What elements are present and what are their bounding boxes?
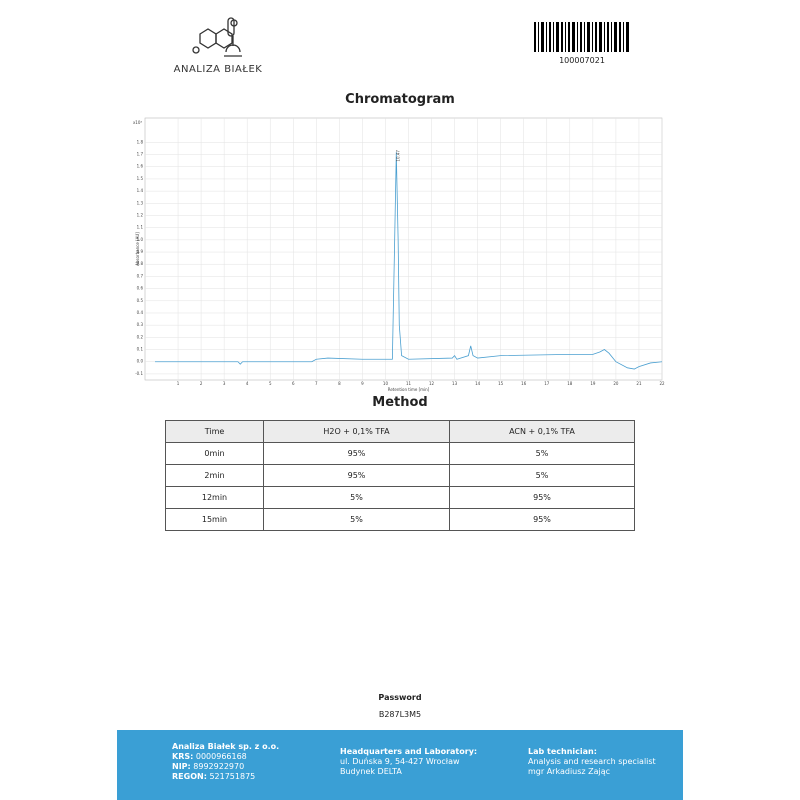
x-tick-label: 7 <box>315 381 318 386</box>
footer-technician: Lab technician: Analysis and research sp… <box>528 747 656 777</box>
y-tick-label: 1.6 <box>137 164 144 169</box>
x-tick-label: 22 <box>659 381 665 386</box>
plot-frame <box>144 117 663 381</box>
y-tick-label: 1.2 <box>137 212 144 217</box>
cell: 15min <box>165 508 264 531</box>
value: 521751875 <box>209 772 256 781</box>
x-tick-label: 13 <box>452 381 458 386</box>
table-row: 0min 95% 5% <box>165 442 635 465</box>
x-tick-label: 16 <box>521 381 527 386</box>
method-title: Method <box>372 395 428 410</box>
x-tick-label: 1 <box>177 381 180 386</box>
y-tick-label: 0.9 <box>137 249 144 254</box>
y-tick-label: 1.4 <box>137 188 144 193</box>
y-tick-label: 0.2 <box>137 334 144 339</box>
cell: 5% <box>263 486 450 509</box>
password-label: Password <box>378 693 422 702</box>
barcode-number: 100007021 <box>559 56 605 65</box>
x-tick-label: 6 <box>292 381 295 386</box>
x-tick-label: 18 <box>567 381 573 386</box>
y-tick-label: 0.6 <box>137 286 144 291</box>
cell: 0min <box>165 442 264 465</box>
cell: 2min <box>165 464 264 487</box>
x-tick-label: 3 <box>223 381 226 386</box>
title: Headquarters and Laboratory: <box>340 747 478 756</box>
x-tick-label: 10 <box>383 381 389 386</box>
logo-icon <box>192 17 242 57</box>
chart-title: Chromatogram <box>345 92 455 107</box>
y-tick-label: 0.1 <box>137 347 144 352</box>
line: mgr Arkadiusz Zając <box>528 767 611 776</box>
x-tick-label: 2 <box>200 381 203 386</box>
title: Lab technician: <box>528 747 597 756</box>
footer-company: Analiza Białek sp. z o.o. KRS: 000096616… <box>172 742 279 782</box>
y-axis-label: Absorbance [AU] <box>135 232 140 266</box>
chromatogram-trace <box>155 152 663 370</box>
password-value: B287L3M5 <box>378 710 422 719</box>
cell: 95% <box>449 486 635 509</box>
cell: 5% <box>449 442 635 465</box>
cell: 12min <box>165 486 264 509</box>
y-tick-label: 0.8 <box>137 261 144 266</box>
y-tick-label: 1.3 <box>137 200 144 205</box>
table-row: 2min 95% 5% <box>165 464 635 487</box>
x-tick-label: 20 <box>613 381 619 386</box>
x-tick-label: 4 <box>246 381 249 386</box>
cell: Time <box>165 420 264 443</box>
line: Analysis and research specialist <box>528 757 656 766</box>
x-tick-label: 15 <box>498 381 504 386</box>
y-tick-label: 0.5 <box>137 298 144 303</box>
footer-headquarters: Headquarters and Laboratory: ul. Duńska … <box>340 747 477 777</box>
y-tick-label: 1.8 <box>137 139 144 144</box>
y-scale-label: x10³ <box>133 120 142 125</box>
peak-label: 10.47 <box>395 150 400 162</box>
footer: Analiza Białek sp. z o.o. KRS: 000096616… <box>117 730 683 800</box>
x-tick-label: 8 <box>338 381 341 386</box>
line: ul. Duńska 9, 54-427 Wrocław <box>340 757 460 766</box>
cell: 95% <box>263 442 450 465</box>
x-tick-label: 14 <box>475 381 481 386</box>
cell: 5% <box>263 508 450 531</box>
y-tick-label: 1.5 <box>137 176 144 181</box>
company-logo-text: ANALIZA BIAŁEK <box>173 64 263 75</box>
x-tick-label: 11 <box>406 381 412 386</box>
y-tick-label: 0.0 <box>137 359 144 364</box>
cell: 5% <box>449 464 635 487</box>
label: KRS: <box>172 752 194 761</box>
x-tick-label: 21 <box>636 381 642 386</box>
line: Budynek DELTA <box>340 767 402 776</box>
y-tick-label: 1.7 <box>137 152 144 157</box>
y-tick-label: 0.7 <box>137 273 144 278</box>
y-tick-label: 1.0 <box>137 237 144 242</box>
company-name: Analiza Białek sp. z o.o. <box>172 742 280 751</box>
x-tick-label: 9 <box>361 381 364 386</box>
cell: 95% <box>449 508 635 531</box>
cell: 95% <box>263 464 450 487</box>
x-tick-label: 17 <box>544 381 550 386</box>
y-tick-label: 1.1 <box>137 225 144 230</box>
value: 0000966168 <box>195 752 247 761</box>
cell: H2O + 0,1% TFA <box>263 420 450 443</box>
table-row: 12min 5% 95% <box>165 486 635 509</box>
label: NIP: <box>172 762 191 771</box>
x-tick-label: 5 <box>269 381 272 386</box>
table-header: Time H2O + 0,1% TFA ACN + 0,1% TFA <box>165 420 635 443</box>
x-axis-label: Retention time [min] <box>388 387 430 392</box>
y-tick-label: 0.4 <box>137 310 144 315</box>
y-tick-label: 0.3 <box>137 322 144 327</box>
label: REGON: <box>172 772 207 781</box>
y-tick-label: -0.1 <box>135 371 143 376</box>
table-row: 15min 5% 95% <box>165 508 635 531</box>
cell: ACN + 0,1% TFA <box>449 420 635 443</box>
x-tick-label: 19 <box>590 381 596 386</box>
value: 8992922970 <box>193 762 245 771</box>
barcode <box>534 22 629 52</box>
x-tick-label: 12 <box>429 381 435 386</box>
method-table: Time H2O + 0,1% TFA ACN + 0,1% TFA 0min 95%… <box>165 420 635 531</box>
chromatogram-chart: -0.1 0.0 0.1 0.2 0.3 0.4 0.5 0.6 0.7 0.8 0.9 1.0 1.1… <box>133 117 665 392</box>
